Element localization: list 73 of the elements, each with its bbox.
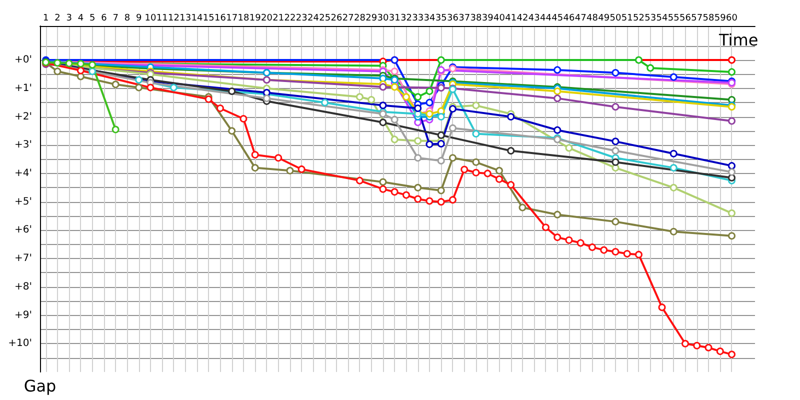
x-tick-label: 45 xyxy=(552,14,564,24)
x-tick-label: 26 xyxy=(330,14,342,24)
x-tick-label: 40 xyxy=(494,14,506,24)
x-tick-label: 24 xyxy=(307,14,320,24)
x-tick-label: 16 xyxy=(214,14,226,24)
x-tick-label: 23 xyxy=(296,14,308,24)
x-tick-label: 4 xyxy=(78,14,84,24)
x-tick-label: 2 xyxy=(54,14,60,24)
x-tick-label: 52 xyxy=(633,14,644,24)
x-tick-label: 54 xyxy=(656,14,668,24)
x-tick-label: 57 xyxy=(691,14,703,24)
y-tick-label: +1' xyxy=(14,82,32,94)
x-tick-label: 11 xyxy=(156,14,168,24)
x-tick-label: 56 xyxy=(680,14,692,24)
x-tick-label: 50 xyxy=(610,14,622,24)
x-tick-label: 55 xyxy=(668,14,680,24)
x-tick-label: 10 xyxy=(144,14,156,24)
x-tick-label: 47 xyxy=(574,14,586,24)
x-tick-label: 30 xyxy=(377,14,389,24)
x-tick-label: 14 xyxy=(191,14,203,24)
x-tick-label: 17 xyxy=(226,14,238,24)
x-axis-title: Time xyxy=(718,30,758,50)
x-tick-label: 42 xyxy=(516,14,528,24)
x-tick-label: 53 xyxy=(644,14,656,24)
x-tick-label: 21 xyxy=(272,14,284,24)
x-tick-label: 49 xyxy=(598,14,610,24)
x-tick-label: 48 xyxy=(586,14,598,24)
y-tick-label: +2' xyxy=(14,111,32,122)
x-tick-label: 46 xyxy=(563,14,575,24)
y-axis-title: Gap xyxy=(24,376,56,396)
x-tick-label: 6 xyxy=(101,14,108,24)
x-tick-label: 32 xyxy=(400,14,412,24)
y-tick-label: +9' xyxy=(14,310,32,321)
x-tick-label: 5 xyxy=(89,14,96,24)
x-tick-label: 38 xyxy=(470,14,482,24)
x-tick-label: 22 xyxy=(284,14,296,24)
y-tick-label: +6' xyxy=(14,224,32,236)
y-tick-label: +7' xyxy=(14,253,32,264)
x-tick-label: 60 xyxy=(726,14,738,24)
y-tick-label: +0' xyxy=(14,54,32,66)
x-tick-label: 41 xyxy=(505,14,517,24)
x-tick-label: 37 xyxy=(458,14,470,24)
x-tick-label: 51 xyxy=(621,14,633,24)
x-tick-label: 29 xyxy=(366,14,378,24)
x-tick-label: 35 xyxy=(435,14,447,24)
x-tick-label: 9 xyxy=(136,14,142,24)
x-tick-label: 12 xyxy=(168,14,180,24)
x-tick-label: 7 xyxy=(112,14,118,24)
y-tick-label: +8' xyxy=(14,281,32,292)
x-tick-label: 58 xyxy=(702,14,714,24)
x-tick-label: 3 xyxy=(66,14,72,24)
x-tick-label: 59 xyxy=(714,14,726,24)
x-tick-label: 43 xyxy=(528,14,540,24)
x-tick-label: 39 xyxy=(482,14,494,24)
x-tick-label: 8 xyxy=(124,14,130,24)
x-tick-label: 28 xyxy=(354,14,366,24)
x-tick-label: 20 xyxy=(260,14,273,24)
x-tick-label: 44 xyxy=(540,14,552,24)
x-tick-label: 25 xyxy=(319,14,331,24)
x-tick-label: 1 xyxy=(42,14,49,24)
y-tick-label: +10' xyxy=(8,338,32,350)
x-tick-label: 18 xyxy=(238,14,250,24)
y-tick-label: +5' xyxy=(14,196,32,208)
x-tick-label: 27 xyxy=(342,14,354,24)
x-tick-label: 15 xyxy=(202,14,214,24)
x-tick-label: 31 xyxy=(388,14,400,24)
x-tick-label: 36 xyxy=(446,14,459,24)
x-tick-label: 34 xyxy=(424,14,436,24)
y-tick-label: +4' xyxy=(14,168,32,179)
x-tick-label: 19 xyxy=(249,14,262,24)
x-tick-label: 13 xyxy=(180,14,192,24)
x-tick-label: 33 xyxy=(412,14,424,24)
y-tick-label: +3' xyxy=(14,140,32,151)
